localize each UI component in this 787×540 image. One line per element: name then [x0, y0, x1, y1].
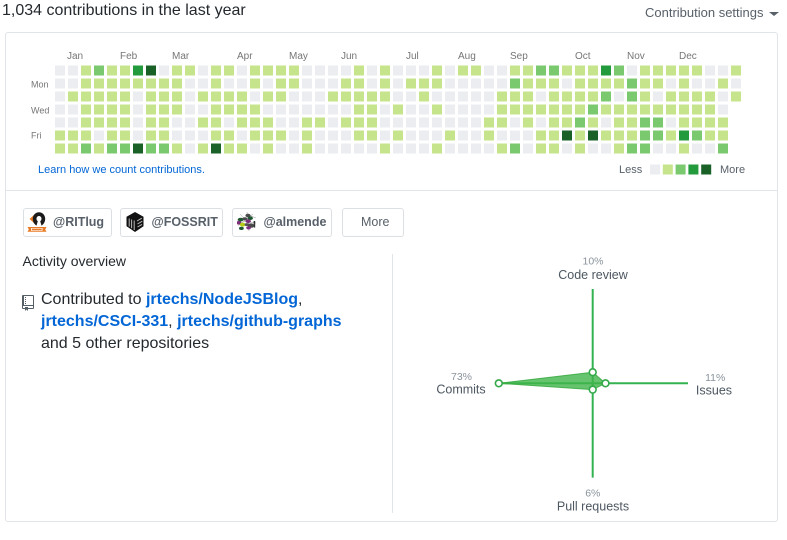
svg-text:Dec: Dec: [679, 51, 697, 62]
svg-text:11%: 11%: [705, 372, 725, 384]
svg-text:Less: Less: [619, 164, 643, 176]
svg-text:Jun: Jun: [341, 51, 357, 62]
svg-text:6%: 6%: [585, 488, 600, 500]
svg-text:Mon: Mon: [31, 80, 49, 90]
svg-text:Learn how we count contributio: Learn how we count contributions.: [38, 164, 205, 176]
svg-text:10%: 10%: [582, 255, 603, 267]
svg-text:Wed: Wed: [31, 106, 49, 116]
svg-text:Sep: Sep: [510, 51, 528, 62]
svg-text:Oct: Oct: [575, 51, 591, 62]
svg-text:Jan: Jan: [67, 51, 83, 62]
svg-text:Code review: Code review: [558, 268, 628, 282]
svg-text:Aug: Aug: [458, 51, 476, 62]
svg-text:Apr: Apr: [237, 51, 253, 62]
svg-text:More: More: [720, 164, 745, 176]
svg-text:73%: 73%: [451, 371, 472, 383]
svg-text:Pull requests: Pull requests: [557, 500, 629, 514]
svg-text:Nov: Nov: [627, 51, 645, 62]
svg-text:Commits: Commits: [436, 382, 485, 396]
svg-text:May: May: [289, 51, 308, 62]
svg-text:Mar: Mar: [172, 51, 190, 62]
svg-text:Jul: Jul: [406, 51, 419, 62]
svg-text:Feb: Feb: [120, 51, 138, 62]
svg-text:Issues: Issues: [696, 384, 732, 398]
svg-text:Fri: Fri: [31, 131, 42, 141]
